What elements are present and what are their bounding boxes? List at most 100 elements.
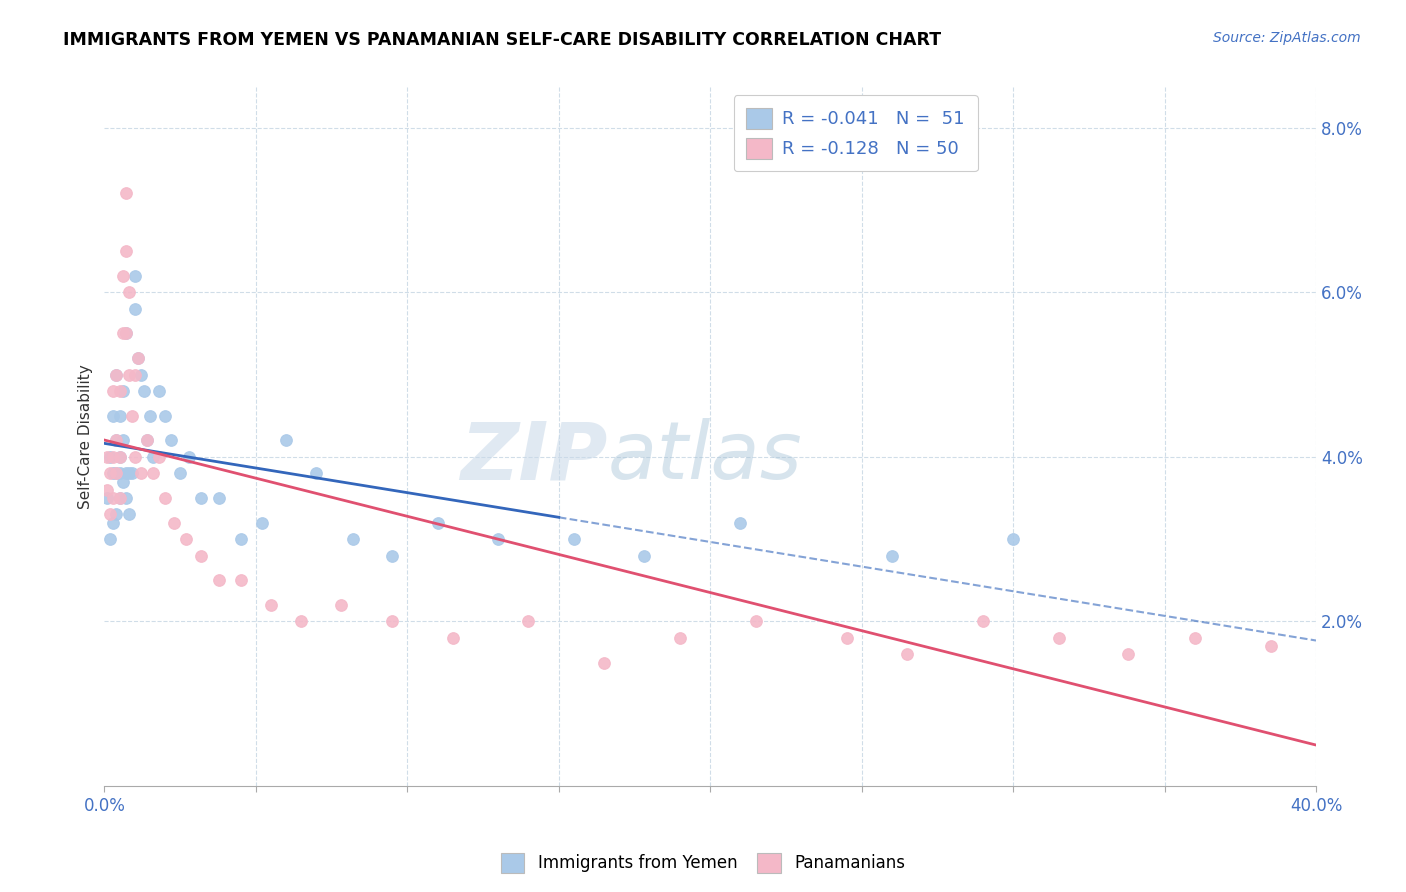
Point bbox=[114, 244, 136, 258]
Point bbox=[1002, 532, 1025, 546]
Text: ZIP: ZIP bbox=[460, 418, 607, 496]
Point bbox=[342, 532, 364, 546]
Point bbox=[111, 434, 134, 448]
Point bbox=[633, 549, 655, 563]
Point bbox=[153, 491, 176, 505]
Point bbox=[100, 508, 122, 522]
Point bbox=[835, 631, 858, 645]
Point bbox=[117, 285, 139, 300]
Point bbox=[105, 467, 128, 481]
Point bbox=[108, 467, 131, 481]
Point bbox=[111, 268, 134, 283]
Legend: R = -0.041   N =  51, R = -0.128   N = 50: R = -0.041 N = 51, R = -0.128 N = 50 bbox=[734, 95, 977, 171]
Point bbox=[114, 326, 136, 341]
Point bbox=[105, 434, 128, 448]
Point bbox=[96, 483, 118, 497]
Point bbox=[208, 574, 231, 588]
Point bbox=[108, 491, 131, 505]
Point bbox=[305, 467, 328, 481]
Point bbox=[129, 368, 152, 382]
Point bbox=[127, 351, 149, 365]
Point bbox=[381, 615, 404, 629]
Point bbox=[108, 450, 131, 464]
Point bbox=[972, 615, 994, 629]
Point bbox=[103, 491, 125, 505]
Point bbox=[135, 434, 157, 448]
Point bbox=[103, 409, 125, 423]
Point bbox=[160, 434, 183, 448]
Point bbox=[148, 384, 170, 398]
Point bbox=[174, 532, 197, 546]
Point bbox=[744, 615, 766, 629]
Point bbox=[114, 326, 136, 341]
Point bbox=[100, 467, 122, 481]
Point bbox=[1184, 631, 1206, 645]
Point bbox=[124, 268, 146, 283]
Point bbox=[124, 450, 146, 464]
Y-axis label: Self-Care Disability: Self-Care Disability bbox=[79, 364, 93, 508]
Point bbox=[103, 467, 125, 481]
Point bbox=[1116, 648, 1139, 662]
Point bbox=[108, 409, 131, 423]
Point bbox=[593, 656, 616, 670]
Point bbox=[114, 186, 136, 201]
Point bbox=[517, 615, 540, 629]
Point bbox=[329, 598, 352, 612]
Point bbox=[108, 491, 131, 505]
Point bbox=[1047, 631, 1070, 645]
Point bbox=[96, 450, 118, 464]
Point bbox=[142, 467, 165, 481]
Text: IMMIGRANTS FROM YEMEN VS PANAMANIAN SELF-CARE DISABILITY CORRELATION CHART: IMMIGRANTS FROM YEMEN VS PANAMANIAN SELF… bbox=[63, 31, 942, 49]
Point bbox=[100, 450, 122, 464]
Point bbox=[669, 631, 692, 645]
Point bbox=[117, 508, 139, 522]
Point bbox=[129, 467, 152, 481]
Point bbox=[148, 450, 170, 464]
Point bbox=[100, 532, 122, 546]
Point bbox=[562, 532, 585, 546]
Point bbox=[1260, 639, 1282, 653]
Point bbox=[111, 384, 134, 398]
Point bbox=[124, 368, 146, 382]
Point bbox=[880, 549, 903, 563]
Point bbox=[260, 598, 283, 612]
Point bbox=[153, 409, 176, 423]
Point bbox=[426, 516, 449, 530]
Point bbox=[179, 450, 201, 464]
Point bbox=[132, 384, 155, 398]
Point bbox=[117, 368, 139, 382]
Legend: Immigrants from Yemen, Panamanians: Immigrants from Yemen, Panamanians bbox=[495, 847, 911, 880]
Point bbox=[250, 516, 273, 530]
Point bbox=[276, 434, 298, 448]
Point bbox=[139, 409, 162, 423]
Point bbox=[111, 326, 134, 341]
Point bbox=[121, 467, 143, 481]
Point bbox=[108, 384, 131, 398]
Point bbox=[190, 549, 212, 563]
Point bbox=[208, 491, 231, 505]
Point bbox=[135, 434, 157, 448]
Point bbox=[103, 384, 125, 398]
Point bbox=[114, 491, 136, 505]
Point bbox=[105, 368, 128, 382]
Text: Source: ZipAtlas.com: Source: ZipAtlas.com bbox=[1213, 31, 1361, 45]
Point bbox=[486, 532, 509, 546]
Point bbox=[103, 450, 125, 464]
Point bbox=[163, 516, 186, 530]
Point bbox=[105, 368, 128, 382]
Point bbox=[124, 301, 146, 316]
Point bbox=[190, 491, 212, 505]
Point bbox=[105, 467, 128, 481]
Text: atlas: atlas bbox=[607, 418, 801, 496]
Point bbox=[96, 491, 118, 505]
Point bbox=[105, 434, 128, 448]
Point bbox=[896, 648, 918, 662]
Point bbox=[169, 467, 191, 481]
Point bbox=[117, 467, 139, 481]
Point bbox=[290, 615, 312, 629]
Point bbox=[121, 409, 143, 423]
Point bbox=[142, 450, 165, 464]
Point bbox=[229, 574, 252, 588]
Point bbox=[229, 532, 252, 546]
Point bbox=[114, 467, 136, 481]
